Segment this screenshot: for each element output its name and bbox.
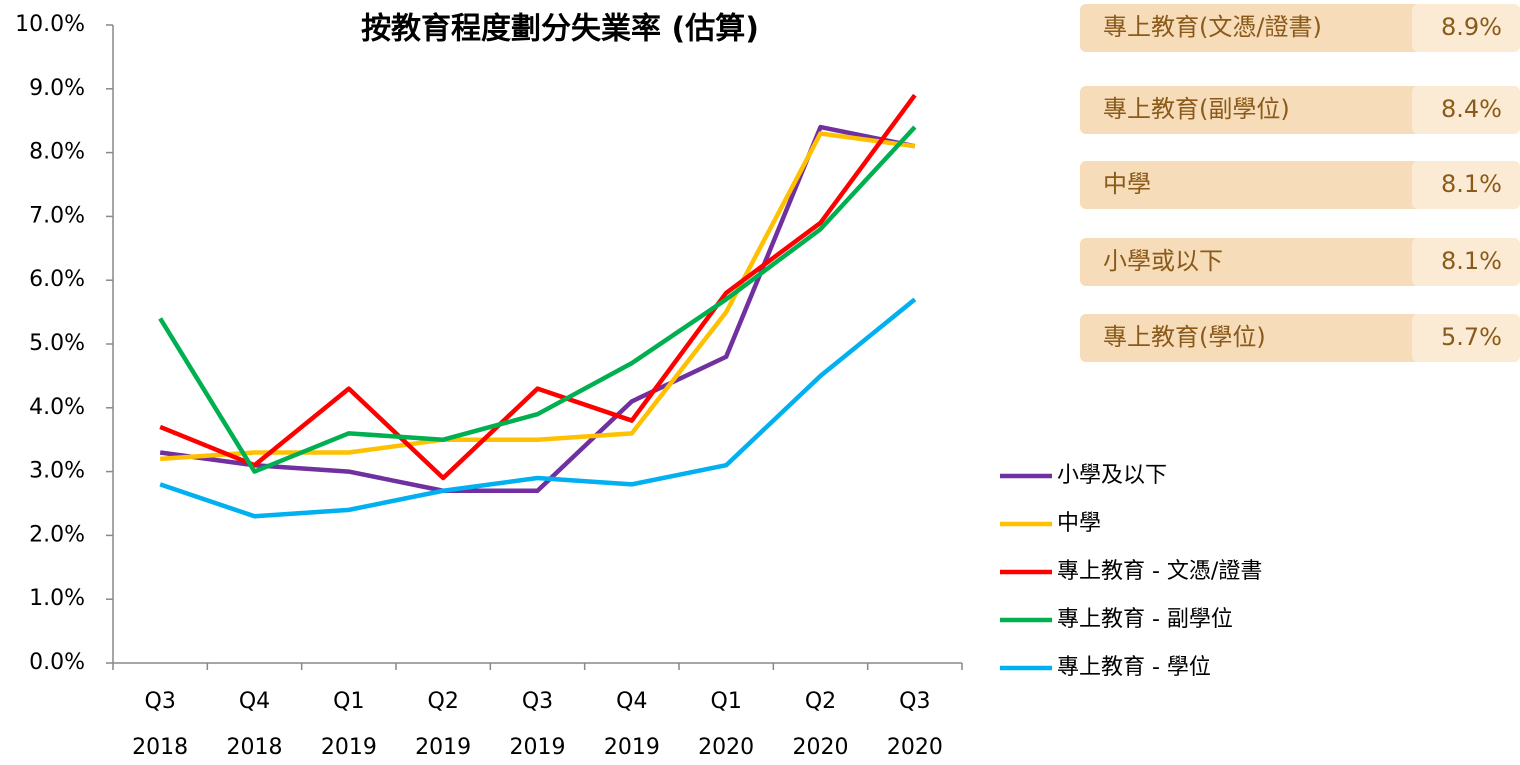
- y-tick-label: 1.0%: [29, 586, 85, 611]
- x-tick-label: Q1: [333, 689, 364, 714]
- panel-value: 8.1%: [1441, 247, 1502, 275]
- series-line: [158, 125, 917, 474]
- y-tick-label: 0.0%: [29, 650, 85, 675]
- y-tick-label: 7.0%: [29, 203, 85, 228]
- series-line: [159, 124, 916, 493]
- y-tick-label: 2.0%: [29, 522, 85, 547]
- x-tick-label: Q3: [145, 689, 176, 714]
- panel-value-box: [1412, 86, 1520, 134]
- y-tick-label: 10.0%: [15, 12, 85, 37]
- panel-value: 8.4%: [1441, 95, 1502, 123]
- panel-label-box: [1080, 161, 1420, 209]
- x-tick-label: Q4: [239, 689, 270, 714]
- legend-label: 專上教育 - 文憑/證書: [1057, 559, 1262, 584]
- panel-label-box: [1080, 238, 1420, 286]
- legend-label: 中學: [1057, 511, 1101, 536]
- panel-value: 8.9%: [1441, 13, 1502, 41]
- x-tick-label: Q3: [522, 689, 553, 714]
- series-line: [160, 131, 916, 462]
- panel-label-box: [1080, 4, 1420, 52]
- panel-label: 中學: [1103, 170, 1151, 198]
- panel-label: 專上教育(文憑/證書): [1103, 13, 1322, 41]
- summary-panel: 專上教育(文憑/證書) 8.9% 專上教育(副學位) 8.4% 中學 8.1% 小學或以下 8…: [1080, 4, 1520, 362]
- y-tick-label: 4.0%: [29, 395, 85, 420]
- y-tick-label: 8.0%: [29, 140, 85, 165]
- x-tick-label: 2019: [415, 735, 471, 760]
- x-tick-label: Q1: [711, 689, 742, 714]
- x-tick-label: 2019: [604, 735, 660, 760]
- panel-value-box: [1412, 314, 1520, 362]
- panel-label-box: [1080, 86, 1420, 134]
- panel-value: 5.7%: [1441, 323, 1502, 351]
- panel-value-box: [1412, 238, 1520, 286]
- panel-label: 專上教育(學位): [1103, 323, 1266, 351]
- legend-label: 專上教育 - 學位: [1057, 655, 1211, 680]
- x-tick-label: 2019: [321, 735, 377, 760]
- panel-value: 8.1%: [1441, 170, 1502, 198]
- x-tick-label: 2020: [887, 735, 943, 760]
- panel-label: 專上教育(副學位): [1103, 95, 1290, 123]
- series-line: [159, 297, 917, 519]
- legend-label: 小學及以下: [1057, 463, 1167, 488]
- series-line: [159, 93, 917, 481]
- legend-label: 專上教育 - 副學位: [1057, 607, 1233, 632]
- x-tick-label: Q2: [428, 689, 459, 714]
- x-tick-label: 2020: [793, 735, 849, 760]
- x-tick-label: Q4: [616, 689, 647, 714]
- panel-value-box: [1412, 4, 1520, 52]
- x-tick-label: 2019: [510, 735, 566, 760]
- x-tick-label: Q3: [899, 689, 930, 714]
- y-tick-label: 5.0%: [29, 331, 85, 356]
- panel-label-box: [1080, 314, 1420, 362]
- y-tick-label: 3.0%: [29, 459, 85, 484]
- panel-value-box: [1412, 161, 1520, 209]
- y-tick-label: 9.0%: [29, 76, 85, 101]
- panel-label: 小學或以下: [1103, 247, 1223, 275]
- x-tick-label: 2020: [698, 735, 754, 760]
- y-tick-label: 6.0%: [29, 267, 85, 292]
- x-tick-label: 2018: [227, 735, 283, 760]
- x-tick-label: Q2: [805, 689, 836, 714]
- x-tick-label: 2018: [132, 735, 188, 760]
- chart-title: 按教育程度劃分失業率 (估算): [361, 12, 759, 47]
